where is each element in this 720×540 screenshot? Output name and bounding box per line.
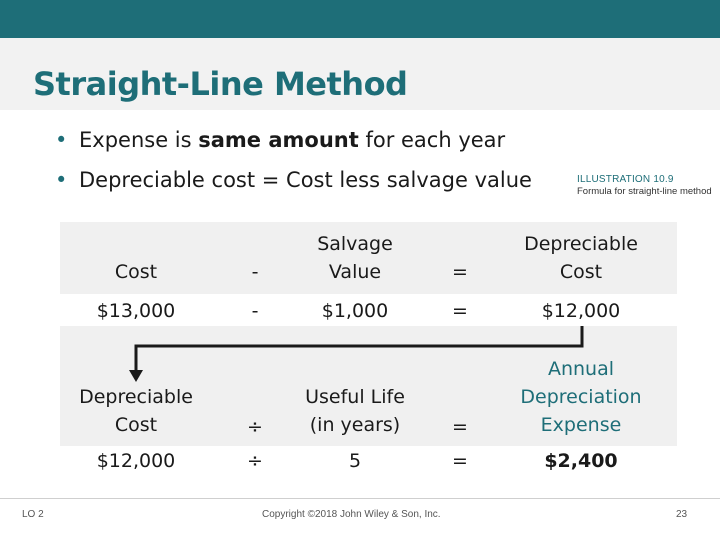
bullet-text: for each year [358, 128, 506, 152]
learning-objective: LO 2 [22, 509, 44, 520]
header-depreciable-cost-2: Depreciable Cost [79, 386, 193, 436]
header-cost: Cost [114, 261, 158, 283]
bullet-list: • Expense is same amount for each year • D… [55, 120, 532, 200]
illustration-text: Formula for straight-line method [577, 186, 712, 197]
header-minus: - [251, 261, 259, 283]
value-equals: = [452, 300, 468, 322]
illustration-label: ILLUSTRATION 10.9 [577, 174, 674, 185]
bullet-icon: • [55, 168, 68, 192]
value-minus: - [251, 300, 259, 322]
bullet-bold-text: same amount [198, 128, 359, 152]
value-useful-life: 5 [348, 450, 362, 472]
title-band [0, 38, 720, 110]
top-bar [0, 0, 720, 38]
value-depreciable-cost: $12,000 [541, 300, 621, 322]
bullet-text: Expense is [79, 128, 199, 152]
value-equals-2: = [452, 450, 468, 472]
header-annual-depreciation-expense: Annual Depreciation Expense [520, 358, 642, 436]
footer-divider [0, 498, 720, 499]
illustration-caption: ILLUSTRATION 10.9 Formula for straight-l… [577, 174, 717, 198]
header-depreciable-cost: Depreciable Cost [524, 233, 638, 283]
slide-title: Straight-Line Method [33, 65, 408, 103]
bullet-item: • Expense is same amount for each year [55, 120, 532, 160]
header-equals-2: = [452, 416, 468, 438]
value-annual-expense: $2,400 [544, 450, 618, 472]
header-salvage-value: Salvage Value [317, 233, 393, 283]
value-cost: $13,000 [96, 300, 176, 322]
header-equals: = [452, 261, 468, 283]
value-salvage: $1,000 [321, 300, 389, 322]
copyright: Copyright ©2018 John Wiley & Son, Inc. [262, 509, 441, 520]
bullet-text: Depreciable cost = Cost less salvage val… [79, 168, 532, 192]
header-useful-life: Useful Life (in years) [305, 386, 405, 436]
bullet-icon: • [55, 128, 68, 152]
header-divide: ÷ [247, 416, 263, 438]
value-divide: ÷ [247, 450, 263, 472]
value-depreciable-cost-2: $12,000 [96, 450, 176, 472]
formula-band-1 [60, 222, 677, 294]
bullet-item: • Depreciable cost = Cost less salvage va… [55, 160, 532, 200]
page-number: 23 [676, 509, 688, 520]
